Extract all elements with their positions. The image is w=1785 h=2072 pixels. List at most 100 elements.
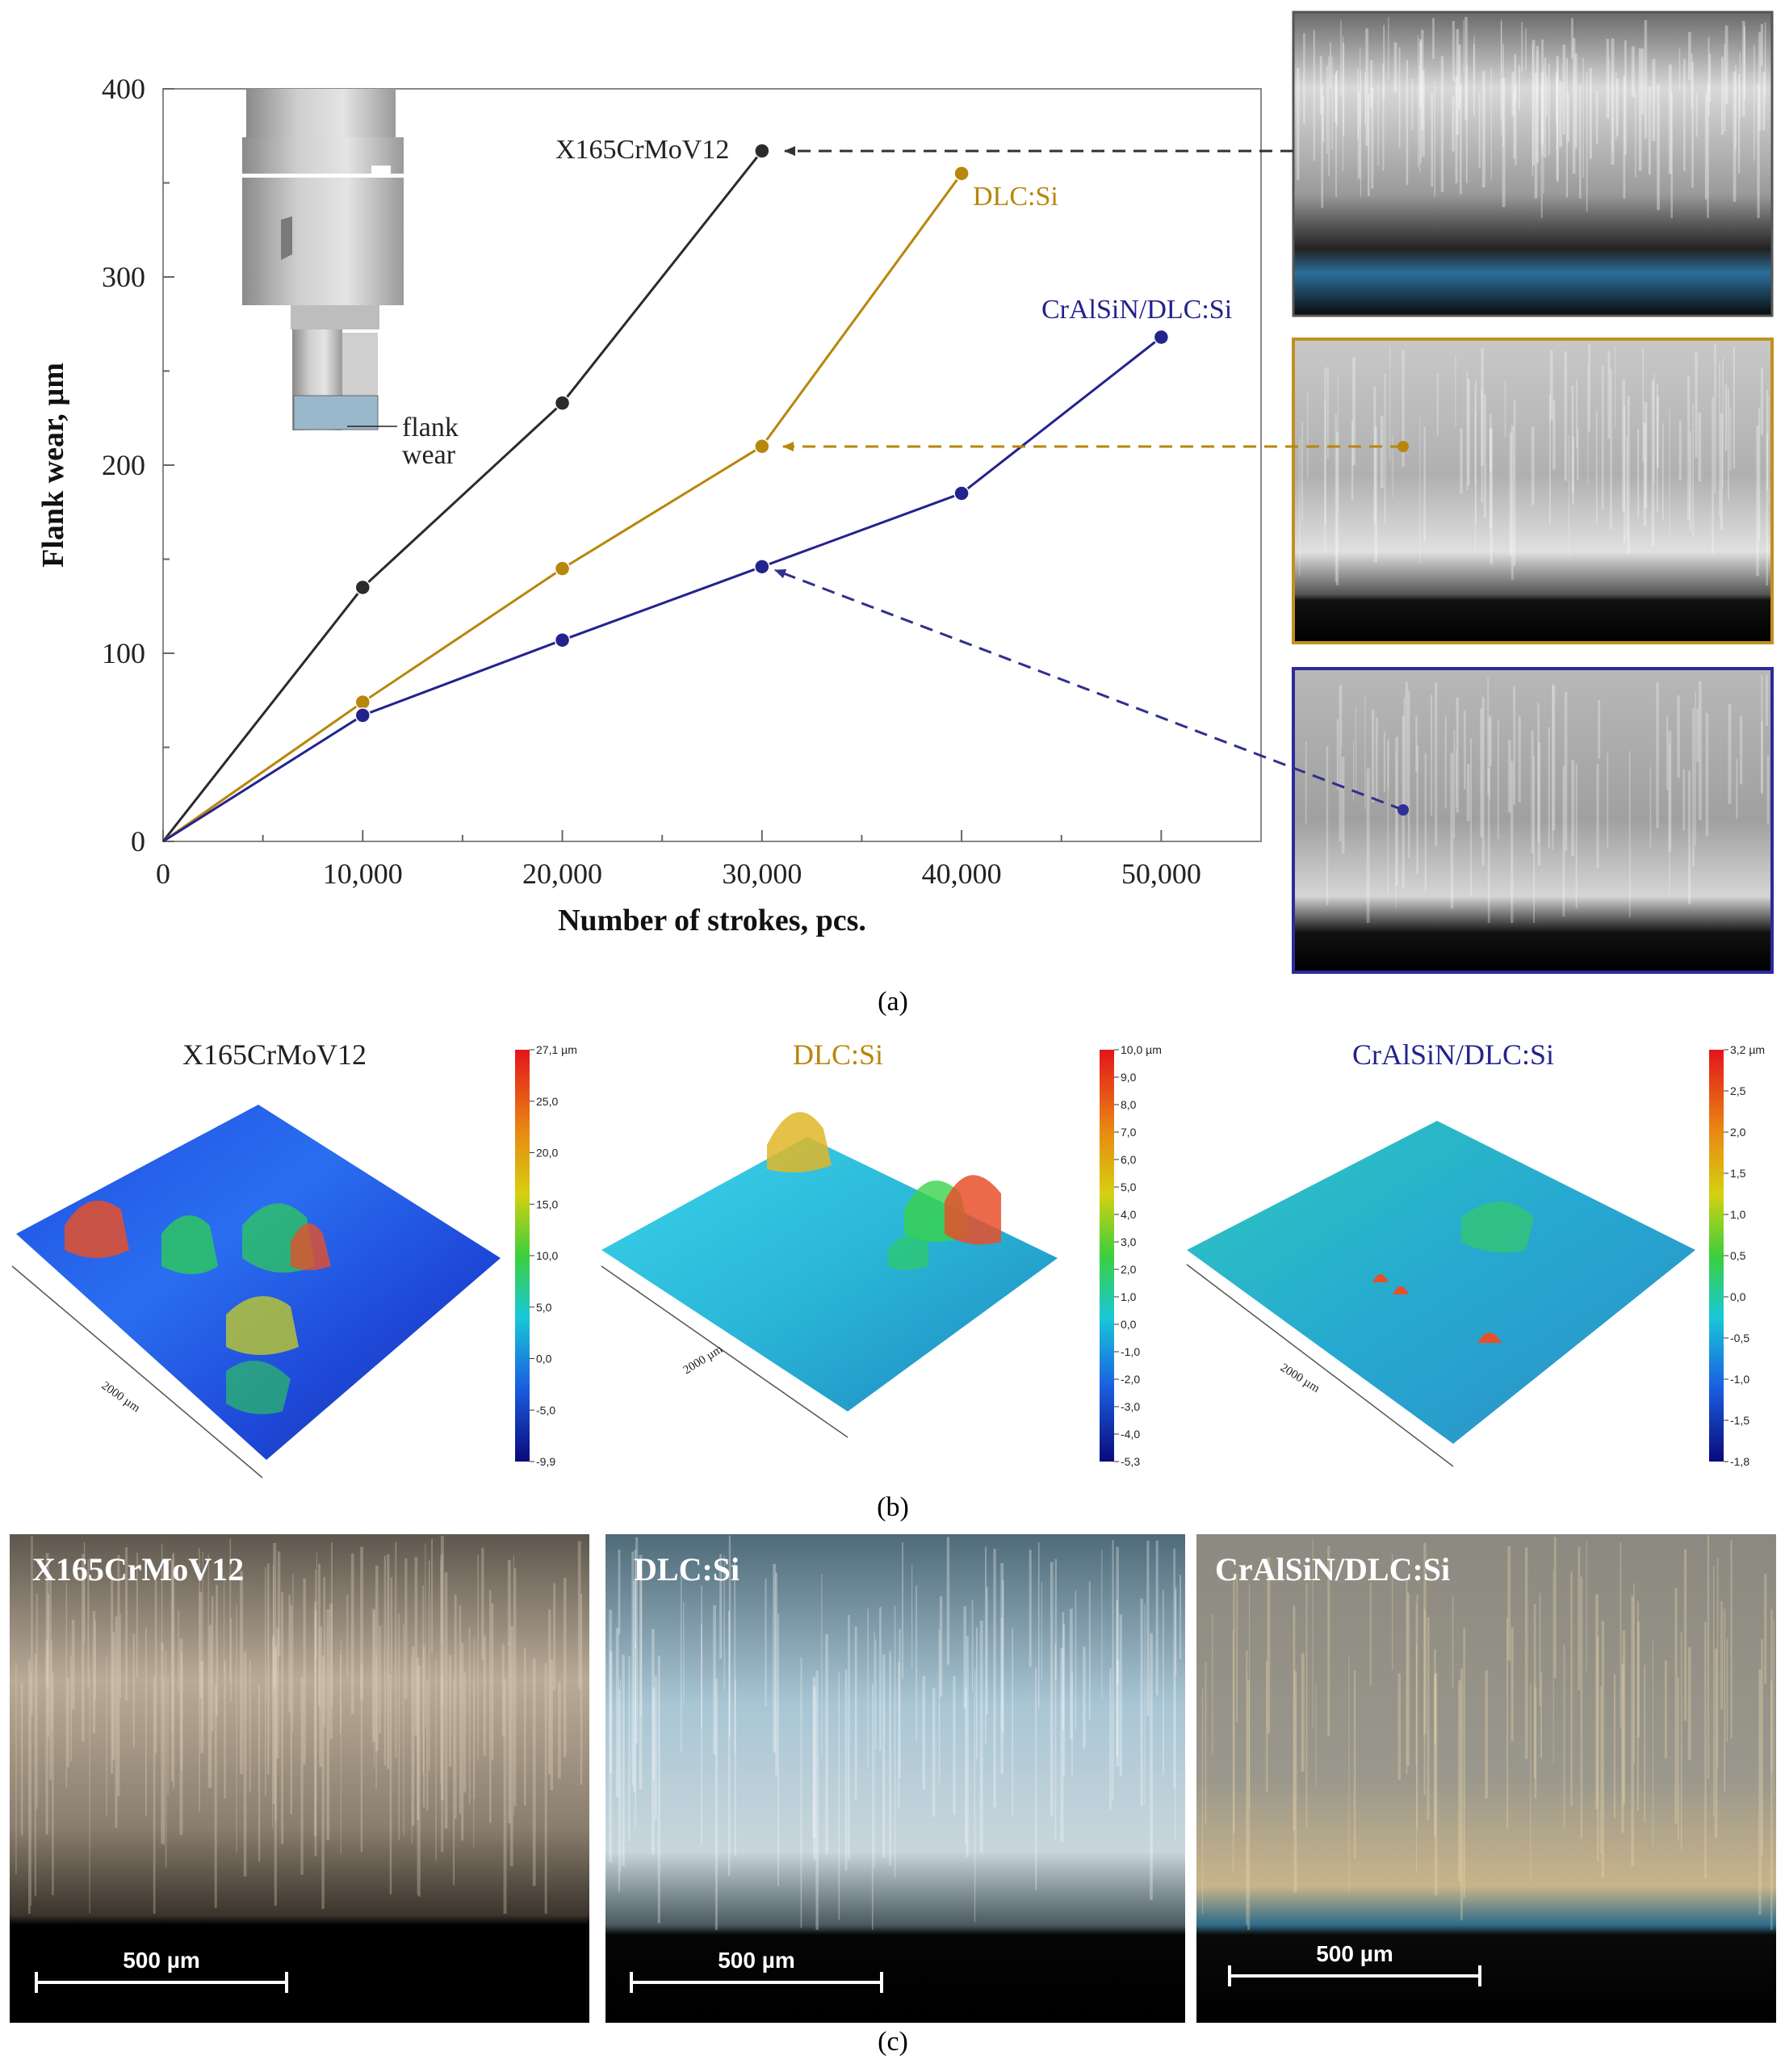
colorbar-tick-label: 3,0 — [1121, 1235, 1137, 1248]
colorbar-tick-label: 5,0 — [1121, 1181, 1137, 1193]
colorbar-tick-label: -5,3 — [1121, 1455, 1140, 1468]
micrograph-x165: X165CrMoV12 500 µm — [10, 1534, 589, 2023]
colorbar-ticks-x165: 27,1 µm 25,0 20,0 15,0 10,0 5,0 0,0 -5,0 -9,9 — [530, 1043, 577, 1468]
colorbar-cralsin — [1709, 1050, 1724, 1462]
colorbar-tick-label: -1,0 — [1730, 1373, 1749, 1386]
panel-label-b: (b) — [877, 1492, 909, 1522]
colorbar-tick-label: 25,0 — [536, 1095, 558, 1108]
surface-axis-x165: 2000 µm — [99, 1379, 143, 1415]
colorbar-tick-label: 3,2 µm — [1730, 1043, 1765, 1056]
series-group — [161, 143, 1170, 843]
colorbar-dlcsi — [1100, 1050, 1114, 1462]
data-point — [754, 143, 770, 159]
x-tick-label: 20,000 — [522, 858, 602, 890]
colorbar-ticks-cralsin: 3,2 µm 2,5 2,0 1,5 1,0 0,5 0,0 -0,5 -1,0 -1,5 -1,8 — [1724, 1043, 1765, 1468]
flank-wear-chart: flank wear 0 10,000 20,000 30,000 40,000 50,0… — [36, 10, 1774, 974]
surface-plot-dlcsi — [601, 1112, 1058, 1438]
x-tick-label: 50,000 — [1121, 858, 1201, 890]
series-label-x165: X165CrMoV12 — [555, 135, 729, 165]
y-axis-ticks: 0 100 200 300 400 — [102, 73, 174, 858]
surface-axis-cralsin: 2000 µm — [1278, 1361, 1322, 1395]
colorbar-ticks-dlcsi: 10,0 µm 9,0 8,0 7,0 6,0 5,0 4,0 3,0 2,0 1,0 0,0 -1,… — [1114, 1043, 1162, 1468]
colorbar-tick-label: 1,5 — [1730, 1167, 1746, 1180]
x-tick-label: 40,000 — [922, 858, 1002, 890]
punch-tool-illustration — [242, 89, 404, 430]
data-point — [554, 395, 571, 411]
colorbar-tick-label: 27,1 µm — [536, 1043, 577, 1056]
colorbar-tick-label: 1,0 — [1121, 1290, 1137, 1303]
colorbar-tick-label: -4,0 — [1121, 1428, 1140, 1441]
surface-plot-x165 — [11, 1105, 501, 1479]
data-point — [754, 559, 770, 575]
inset-micrograph-x165 — [1292, 10, 1774, 317]
colorbar-tick-label: 0,5 — [1730, 1249, 1746, 1262]
colorbar-tick-label: 9,0 — [1121, 1071, 1137, 1084]
colorbar-x165 — [515, 1050, 530, 1462]
micrograph-title-cralsin: CrAlSiN/DLC:Si — [1215, 1551, 1450, 1588]
x-tick-label: 30,000 — [722, 858, 802, 890]
colorbar-tick-label: -1,0 — [1121, 1345, 1140, 1358]
colorbar-tick-label: 4,0 — [1121, 1208, 1137, 1221]
annotation-wear: wear — [402, 440, 456, 470]
series-line-0 — [161, 149, 763, 842]
data-point — [354, 579, 371, 596]
colorbar-tick-label: 5,0 — [536, 1301, 552, 1314]
micrograph-dlcsi: DLC:Si 500 µm — [605, 1534, 1185, 2023]
data-point — [354, 707, 371, 724]
x-tick-label: 10,000 — [323, 858, 403, 890]
inset-micrograph-dlcsi — [1292, 338, 1774, 644]
data-point — [953, 485, 970, 501]
colorbar-tick-label: 6,0 — [1121, 1153, 1137, 1166]
series-label-dlcsi: DLC:Si — [973, 182, 1058, 212]
data-point — [1153, 329, 1170, 346]
colorbar-tick-label: -1,5 — [1730, 1414, 1749, 1427]
micrograph-title-x165: X165CrMoV12 — [32, 1551, 244, 1588]
y-tick-label: 200 — [102, 449, 145, 481]
y-tick-label: 300 — [102, 261, 145, 293]
data-point — [953, 166, 970, 182]
surface-title-dlcsi: DLC:Si — [793, 1038, 883, 1071]
micrographs: X165CrMoV12 500 µm DLC:Si 500 µm CrAlSiN… — [10, 1534, 1776, 2023]
colorbar-tick-label: 2,0 — [1121, 1263, 1137, 1276]
series-line-2 — [162, 336, 1163, 843]
data-point — [554, 631, 571, 648]
colorbar-tick-label: 1,0 — [1730, 1208, 1746, 1221]
scale-bar-cralsin: 500 µm — [1316, 1941, 1393, 1966]
y-axis-label: Flank wear, µm — [36, 363, 70, 568]
surface-plot-cralsin — [1186, 1121, 1695, 1467]
colorbar-tick-label: 0,0 — [536, 1353, 552, 1365]
micrograph-title-dlcsi: DLC:Si — [634, 1551, 740, 1588]
colorbar-tick-label: 2,0 — [1730, 1126, 1746, 1139]
colorbar-tick-label: -9,9 — [536, 1455, 555, 1468]
colorbar-tick-label: 15,0 — [536, 1197, 558, 1210]
colorbar-tick-label: 0,0 — [1730, 1290, 1746, 1303]
x-axis-ticks: 0 10,000 20,000 30,000 40,000 50,000 — [156, 830, 1201, 890]
colorbar-tick-label: -3,0 — [1121, 1400, 1140, 1413]
surface-title-cralsin: CrAlSiN/DLC:Si — [1352, 1038, 1554, 1071]
data-point — [754, 438, 770, 455]
colorbar-tick-label: 0,0 — [1121, 1318, 1137, 1331]
colorbar-tick-label: 20,0 — [536, 1147, 558, 1160]
colorbar-tick-label: 8,0 — [1121, 1098, 1137, 1111]
colorbar-tick-label: -2,0 — [1121, 1373, 1140, 1386]
surface-title-x165: X165CrMoV12 — [182, 1038, 367, 1071]
annotation-flank: flank — [402, 413, 459, 443]
colorbar-tick-label: -5,0 — [536, 1403, 555, 1416]
y-tick-label: 0 — [131, 825, 145, 858]
series-label-cralsin: CrAlSiN/DLC:Si — [1041, 295, 1232, 325]
surface-axis-dlcsi: 2000 µm — [681, 1343, 726, 1377]
y-tick-label: 400 — [102, 73, 145, 105]
colorbar-tick-label: -0,5 — [1730, 1332, 1749, 1344]
data-point — [554, 560, 571, 577]
panel-label-c: (c) — [878, 2027, 908, 2057]
inset-micrograph-cralsin — [1292, 667, 1774, 974]
panel-label-a: (a) — [878, 987, 908, 1017]
colorbar-tick-label: 10,0 — [536, 1249, 558, 1262]
colorbar-tick-label: 2,5 — [1730, 1084, 1746, 1097]
y-tick-label: 100 — [102, 637, 145, 669]
colorbar-tick-label: 7,0 — [1121, 1126, 1137, 1139]
colorbar-tick-label: -1,8 — [1730, 1455, 1749, 1468]
arrow-cralsin — [774, 568, 1404, 812]
scale-bar-x165: 500 µm — [123, 1948, 200, 1973]
micrograph-cralsin: CrAlSiN/DLC:Si 500 µm — [1196, 1534, 1776, 2023]
